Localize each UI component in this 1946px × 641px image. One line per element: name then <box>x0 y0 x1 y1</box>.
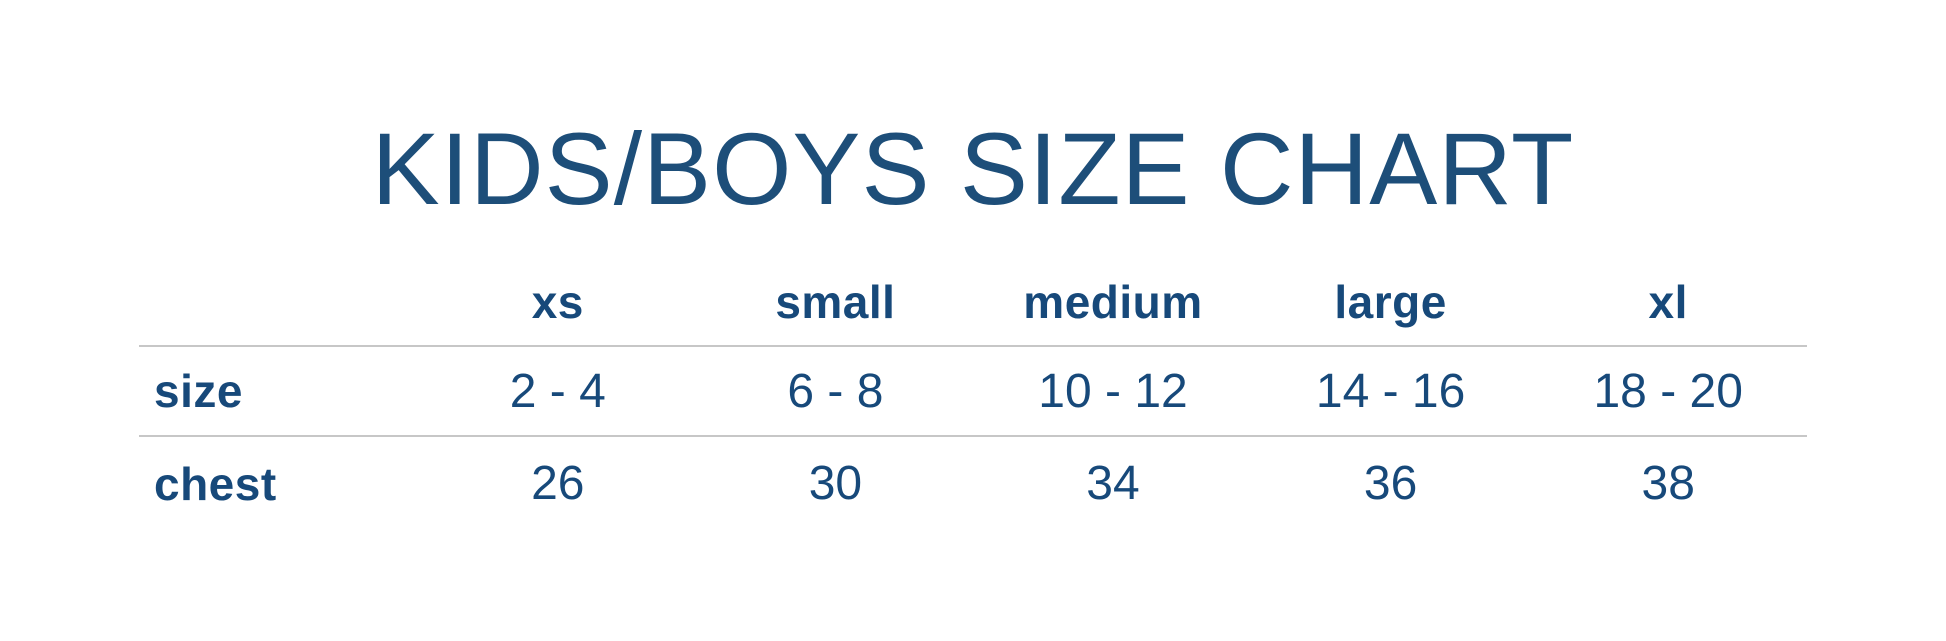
column-header-xs: xs <box>531 276 584 328</box>
column-header-xl: xl <box>1648 276 1688 328</box>
row-label-chest: chest <box>139 435 419 530</box>
chest-value-large: 36 <box>1251 435 1530 530</box>
size-value-xl: 18 - 20 <box>1529 345 1807 435</box>
chest-value-medium: 34 <box>974 435 1252 530</box>
size-value-small: 6 - 8 <box>696 345 975 435</box>
chest-value-xs: 26 <box>419 435 697 530</box>
size-value-medium: 10 - 12 <box>974 345 1252 435</box>
column-header-large: large <box>1334 276 1447 328</box>
size-value-large: 14 - 16 <box>1251 345 1530 435</box>
column-header-small: small <box>775 276 896 328</box>
column-header-medium: medium <box>1023 276 1203 328</box>
chest-value-xl: 38 <box>1529 435 1807 530</box>
corner-cell-empty <box>139 255 419 345</box>
page-title: KIDS/BOYS SIZE CHART <box>371 112 1575 226</box>
chest-value-small: 30 <box>696 435 975 530</box>
size-chart-table: xs small medium large xl size 2 - 4 6 - … <box>139 255 1807 530</box>
size-value-xs: 2 - 4 <box>419 345 697 435</box>
row-label-size: size <box>139 345 419 435</box>
